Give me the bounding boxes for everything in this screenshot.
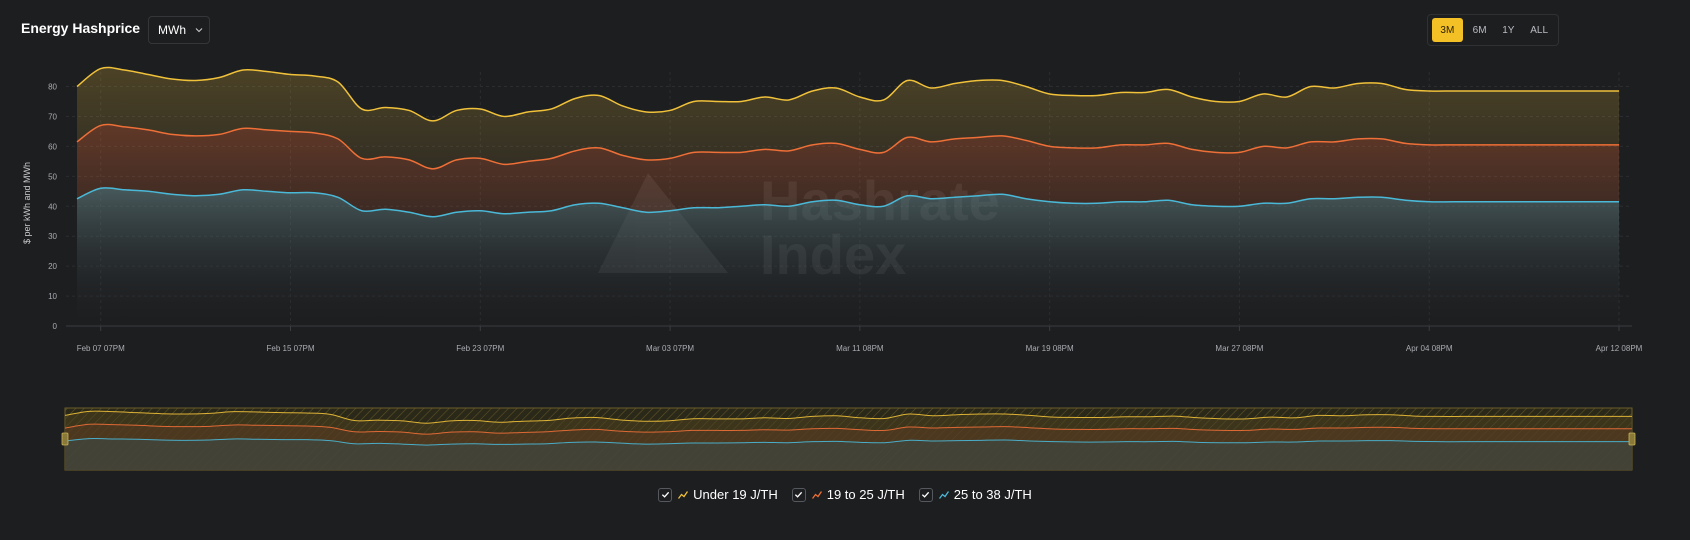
navigator-handle-right[interactable] bbox=[1628, 432, 1636, 446]
range-all-button[interactable]: ALL bbox=[1530, 24, 1549, 36]
y-tick-label: 50 bbox=[48, 172, 57, 181]
x-tick-label: Mar 03 07PM bbox=[646, 344, 694, 353]
range-navigator[interactable] bbox=[61, 407, 1636, 471]
y-tick-label: 70 bbox=[48, 112, 57, 121]
legend-item-under-19[interactable]: Under 19 J/TH bbox=[658, 487, 778, 502]
y-tick-label: 20 bbox=[48, 262, 57, 271]
y-tick-label: 30 bbox=[48, 232, 57, 241]
series-line-under-19 bbox=[76, 66, 1619, 122]
legend-item-25-to-38[interactable]: 25 to 38 J/TH bbox=[918, 487, 1032, 502]
legend-label: 25 to 38 J/TH bbox=[953, 487, 1032, 502]
x-tick-label: Feb 15 07PM bbox=[266, 344, 314, 353]
legend-checkbox[interactable] bbox=[658, 487, 673, 502]
navigator-area-25-to-38 bbox=[65, 438, 1632, 470]
series-line-25-to-38 bbox=[76, 187, 1619, 218]
area-under-19 bbox=[77, 67, 1619, 169]
legend-label: Under 19 J/TH bbox=[693, 487, 778, 502]
range-3m-button[interactable]: 3M bbox=[1432, 18, 1463, 42]
area-25-to-38 bbox=[77, 187, 1619, 326]
check-icon bbox=[922, 491, 930, 498]
line-glyph-icon bbox=[938, 490, 949, 499]
range-1y-button[interactable]: 1Y bbox=[1502, 24, 1515, 36]
y-axis-title: $ per kWh and MWh bbox=[22, 162, 32, 244]
check-icon bbox=[795, 491, 803, 498]
x-tick-label: Mar 11 08PM bbox=[836, 344, 884, 353]
line-glyph-icon bbox=[811, 490, 822, 499]
unit-dropdown[interactable]: MWh bbox=[148, 16, 210, 44]
x-tick-label: Feb 07 07PM bbox=[77, 344, 125, 353]
x-tick-label: Mar 27 08PM bbox=[1215, 344, 1263, 353]
legend-checkbox[interactable] bbox=[791, 487, 806, 502]
area-19-to-25 bbox=[77, 124, 1619, 217]
navigator-handle-left[interactable] bbox=[61, 432, 69, 446]
legend-item-19-to-25[interactable]: 19 to 25 J/TH bbox=[791, 487, 905, 502]
y-tick-label: 0 bbox=[53, 322, 58, 331]
chart-legend: Under 19 J/TH 19 to 25 J/TH 25 to 38 J/T… bbox=[0, 487, 1690, 502]
navigator-line-under-19 bbox=[64, 410, 1632, 424]
legend-checkbox[interactable] bbox=[918, 487, 933, 502]
y-tick-label: 80 bbox=[48, 83, 57, 92]
series-line-19-to-25 bbox=[76, 123, 1619, 170]
y-tick-label: 60 bbox=[48, 142, 57, 151]
legend-label: 19 to 25 J/TH bbox=[826, 487, 905, 502]
chevron-down-icon bbox=[195, 28, 203, 33]
y-tick-label: 40 bbox=[48, 202, 57, 211]
unit-dropdown-value: MWh bbox=[158, 23, 186, 37]
line-glyph-icon bbox=[678, 490, 689, 499]
range-6m-button[interactable]: 6M bbox=[1472, 24, 1487, 36]
x-tick-label: Mar 19 08PM bbox=[1026, 344, 1074, 353]
page-title: Energy Hashprice bbox=[21, 20, 141, 36]
y-tick-label: 10 bbox=[48, 292, 57, 301]
navigator-line-25-to-38 bbox=[64, 438, 1632, 446]
check-icon bbox=[661, 491, 669, 498]
x-tick-label: Apr 04 08PM bbox=[1406, 344, 1453, 353]
range-selector: 3M 6M 1Y ALL bbox=[1427, 14, 1559, 46]
x-tick-label: Apr 12 08PM bbox=[1596, 344, 1643, 353]
navigator-line-19-to-25 bbox=[64, 423, 1632, 435]
x-tick-label: Feb 23 07PM bbox=[456, 344, 504, 353]
